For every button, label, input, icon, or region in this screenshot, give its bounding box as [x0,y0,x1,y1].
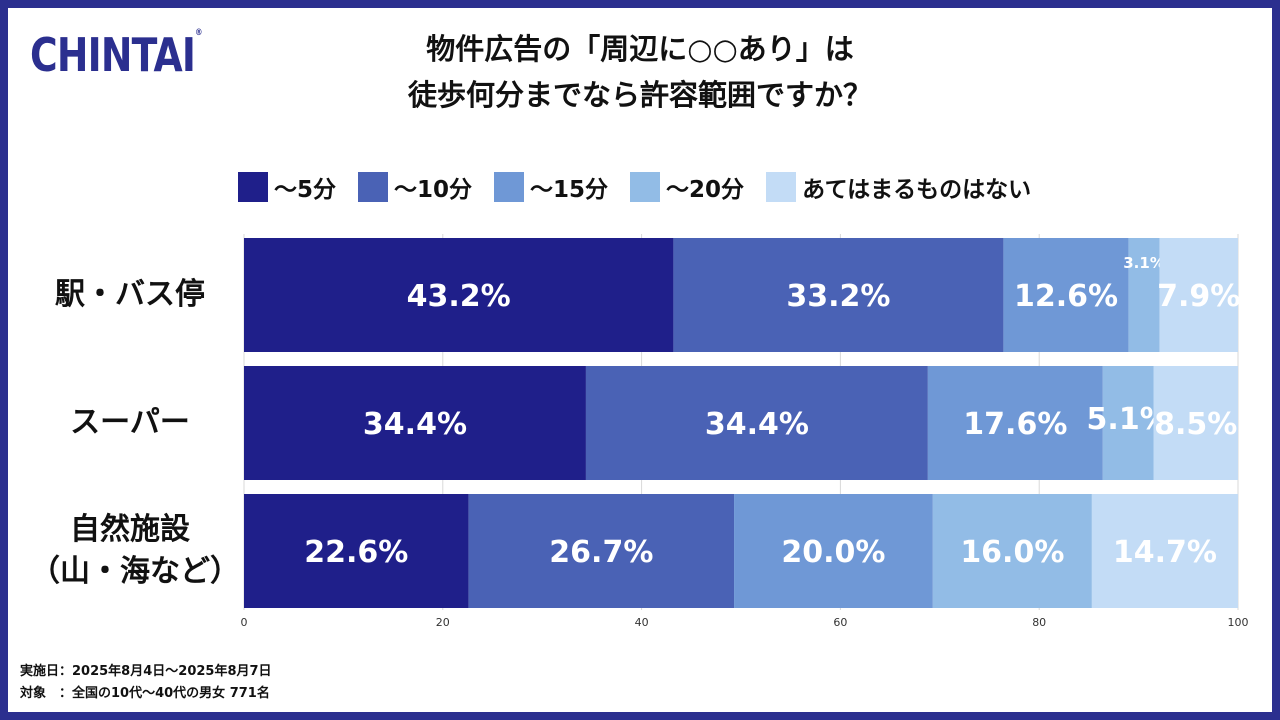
category-label: スーパー [30,402,230,444]
chart-title-line-1: 物件広告の「周辺に○○あり」は [426,32,854,66]
chart-title-line-2: 徒歩何分までなら許容範囲ですか？ [407,78,872,112]
legend-item: 〜20分 [630,170,744,204]
legend-swatch [494,172,525,202]
legend-label: 〜10分 [394,177,473,203]
legend-item: 〜15分 [494,170,608,204]
category-label-line: 自然施設 [70,512,190,547]
legend-label: 〜5分 [274,177,337,203]
logo-text: CHINTAI [30,28,196,82]
category-label-line: （山・海など） [30,554,240,589]
legend-label: 〜15分 [530,177,609,203]
category-label: 駅・バス停 [30,274,230,316]
legend: 〜5分 〜10分 〜15分 〜20分 あてはまるものはない [238,170,1053,204]
category-label-line: スーパー [70,405,190,440]
survey-date-note: 実施日：2025年8月4日〜2025年8月7日 [20,664,272,679]
brand-logo: CHINTAI® [30,28,203,82]
category-label-line: 駅・バス停 [55,277,205,312]
legend-item: 〜10分 [358,170,472,204]
legend-swatch [358,172,389,202]
legend-item: 〜5分 [238,170,336,204]
legend-label: 〜20分 [666,177,745,203]
legend-item: あてはまるものはない [766,170,1031,204]
survey-target-note: 対象 ：全国の10代〜40代の男女 771名 [20,686,270,701]
category-label: 自然施設 （山・海など） [30,509,240,593]
legend-swatch [238,172,268,202]
registered-mark: ® [195,28,202,38]
legend-label: あてはまるものはない [802,177,1032,203]
legend-swatch [766,172,797,202]
legend-swatch [630,172,661,202]
